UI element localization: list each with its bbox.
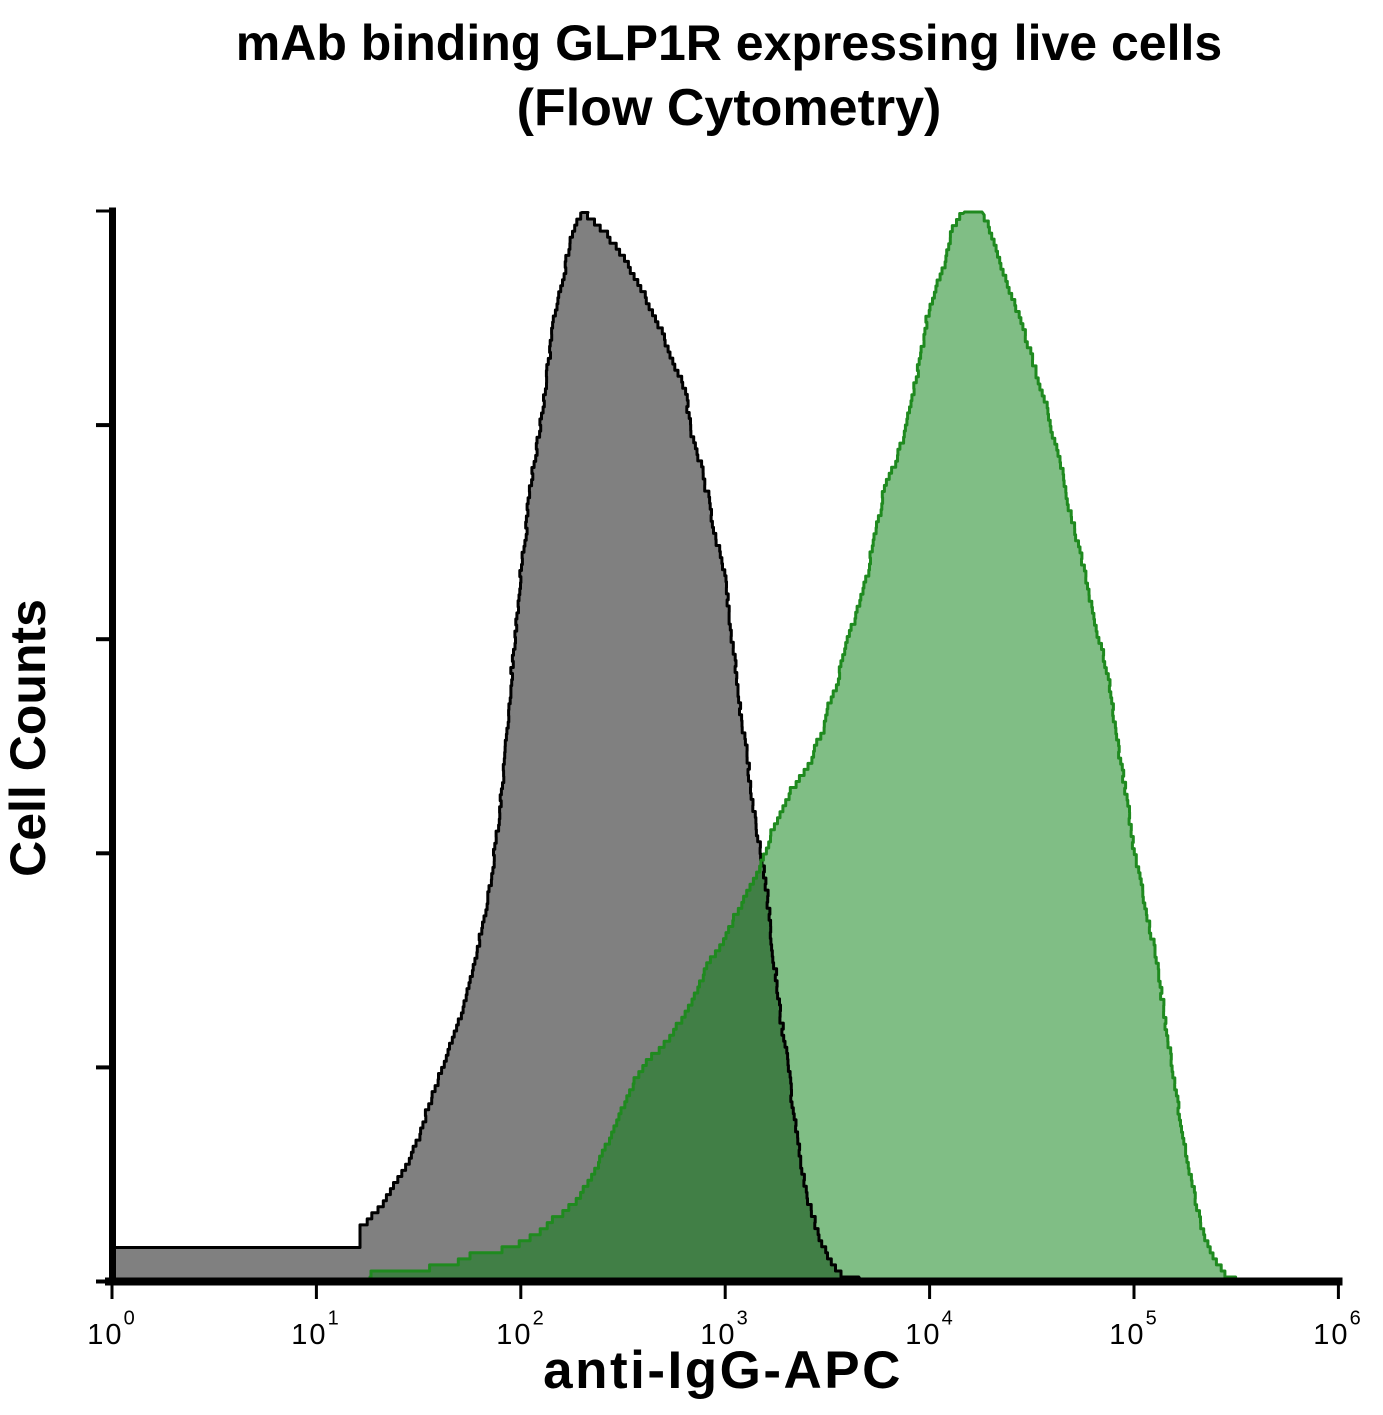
svg-text:mAb binding GLP1R expressing l: mAb binding GLP1R expressing live cells (236, 15, 1222, 71)
svg-text:Cell Counts: Cell Counts (0, 599, 56, 877)
svg-text:anti-IgG-APC: anti-IgG-APC (543, 1341, 903, 1400)
svg-text:(Flow Cytometry): (Flow Cytometry) (517, 79, 942, 137)
